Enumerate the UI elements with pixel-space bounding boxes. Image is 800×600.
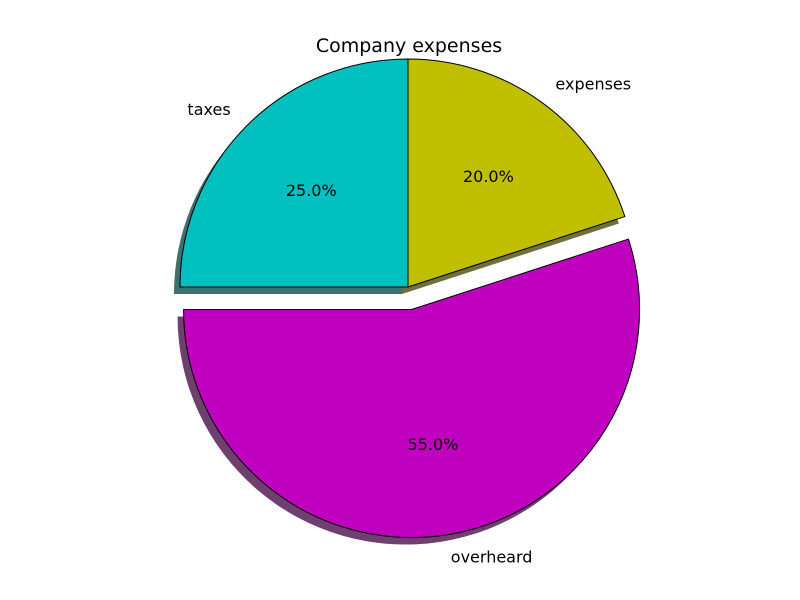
percent-expenses: 20.0%: [463, 167, 514, 186]
percent-taxes: 25.0%: [286, 181, 337, 200]
label-expenses: expenses: [555, 75, 631, 94]
percent-labels: 25.0% 55.0% 20.0%: [286, 167, 514, 454]
chart-title: Company expenses: [316, 35, 502, 57]
wedge-overheard[interactable]: [183, 238, 641, 538]
pie-wedges: [179, 58, 641, 538]
wedge-expenses[interactable]: [407, 58, 626, 288]
label-overheard: overheard: [451, 548, 533, 567]
label-taxes: taxes: [187, 100, 230, 119]
slice-labels: taxes overheard expenses: [187, 75, 631, 567]
percent-overheard: 55.0%: [408, 435, 459, 454]
wedge-taxes[interactable]: [179, 58, 409, 288]
